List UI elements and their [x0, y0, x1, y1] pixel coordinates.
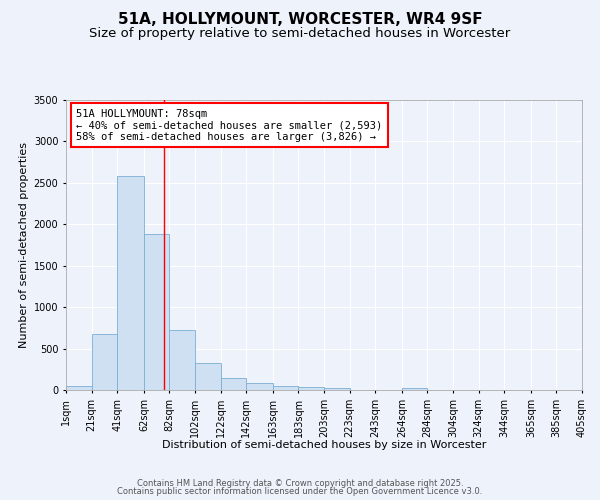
Bar — [144, 234, 169, 390]
Bar — [246, 382, 273, 390]
Bar — [324, 388, 350, 390]
Y-axis label: Number of semi-detached properties: Number of semi-detached properties — [19, 142, 29, 348]
Bar — [402, 388, 427, 390]
Bar — [195, 362, 221, 390]
Bar — [221, 378, 246, 390]
Text: 51A, HOLLYMOUNT, WORCESTER, WR4 9SF: 51A, HOLLYMOUNT, WORCESTER, WR4 9SF — [118, 12, 482, 28]
Text: Size of property relative to semi-detached houses in Worcester: Size of property relative to semi-detach… — [89, 28, 511, 40]
X-axis label: Distribution of semi-detached houses by size in Worcester: Distribution of semi-detached houses by … — [162, 440, 486, 450]
Bar — [298, 387, 324, 390]
Bar — [66, 386, 92, 390]
Text: Contains public sector information licensed under the Open Government Licence v3: Contains public sector information licen… — [118, 487, 482, 496]
Bar — [273, 386, 298, 390]
Bar — [169, 330, 195, 390]
Bar — [117, 176, 144, 390]
Bar — [92, 334, 117, 390]
Text: Contains HM Land Registry data © Crown copyright and database right 2025.: Contains HM Land Registry data © Crown c… — [137, 478, 463, 488]
Text: 51A HOLLYMOUNT: 78sqm
← 40% of semi-detached houses are smaller (2,593)
58% of s: 51A HOLLYMOUNT: 78sqm ← 40% of semi-deta… — [76, 108, 383, 142]
